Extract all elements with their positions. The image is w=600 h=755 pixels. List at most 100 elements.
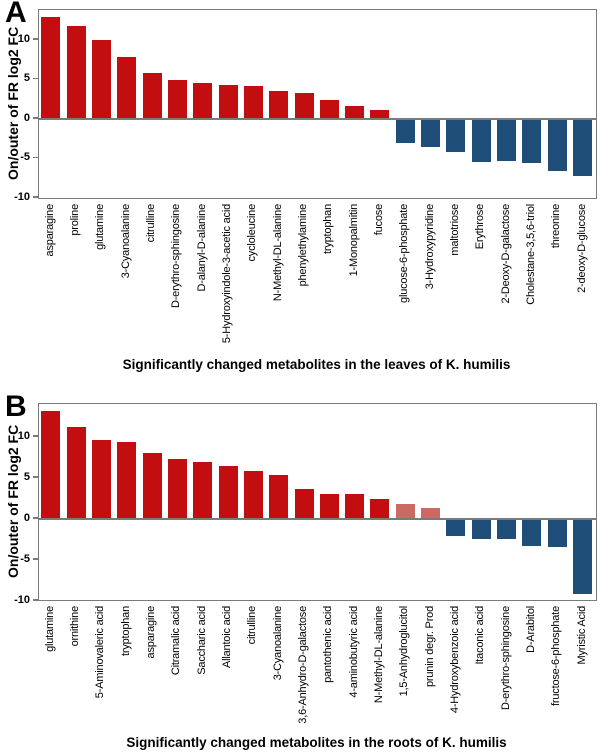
bar [243, 470, 263, 519]
y-tick-mark [33, 38, 38, 40]
bar [522, 519, 542, 547]
bar [193, 82, 213, 119]
bar [91, 440, 111, 519]
bar [522, 119, 542, 164]
bar-label: D-erythro-sphingosine [499, 606, 512, 711]
plot-area [38, 9, 597, 199]
y-tick-mark [33, 156, 38, 159]
chart-caption: Significantly changed metabolites in the… [122, 357, 511, 372]
bar-label: pantothenic acid [322, 606, 335, 683]
bar-label: D-Arabitol [524, 606, 537, 653]
panel-letter: A [5, 0, 27, 29]
bar [573, 119, 593, 176]
bar [471, 519, 491, 539]
bar-label: 5-Hydroxyindole-3-acetic acid [221, 204, 234, 344]
bar [294, 92, 314, 119]
bar [243, 85, 263, 119]
bar-label: tryptophan [119, 606, 132, 656]
y-tick-mark [33, 558, 38, 560]
y-tick-mark [33, 196, 38, 198]
zero-axis-line [39, 118, 596, 120]
y-tick-label: 10 [17, 429, 30, 442]
bar [345, 105, 365, 119]
bar [41, 17, 61, 119]
bar [142, 452, 162, 519]
bar [319, 494, 339, 519]
bar-label: D-alanyl-D-alanine [195, 204, 208, 292]
bar [269, 474, 289, 519]
bar [573, 519, 593, 595]
bar [370, 110, 390, 119]
bar [66, 25, 86, 119]
bar [319, 100, 339, 119]
bar [446, 519, 466, 537]
bar-label: Erythrose [474, 204, 487, 250]
y-tick-label: -5 [20, 151, 30, 163]
y-tick-mark [33, 476, 38, 478]
bar [117, 441, 137, 519]
bar [547, 119, 567, 172]
bar-label: ornithine [69, 606, 82, 647]
bar-label: Citramalic acid [170, 606, 183, 676]
bar-label: Saccharic acid [195, 606, 208, 675]
bar [167, 459, 187, 519]
bar-label: 3,6-Anhydro-D-galactose [297, 606, 309, 724]
bar-label: D-erythro-sphingosine [170, 204, 183, 309]
bar-label: citrulline [246, 606, 259, 645]
y-tick-mark [33, 117, 38, 119]
bar [269, 91, 289, 119]
bar [91, 40, 111, 119]
y-tick-label: 10 [17, 32, 30, 45]
bar [167, 80, 187, 119]
y-tick-mark [33, 77, 38, 80]
bar-label: asparagine [43, 204, 56, 257]
bar-label: 3-Cyanoalanine [271, 606, 284, 681]
bar [395, 119, 415, 143]
bar-label: 2-deoxy-D-glucose [575, 204, 588, 293]
bar-label: threonine [550, 204, 563, 249]
bar [395, 504, 415, 519]
bar [345, 494, 365, 519]
y-tick-label: -10 [14, 593, 30, 606]
bar-label: 3-Hydroxypyridine [423, 204, 436, 290]
bar [218, 85, 238, 119]
y-tick-label: 5 [23, 72, 30, 84]
bar-label: glucose-6-phosphate [398, 204, 411, 303]
bar [117, 57, 137, 119]
y-tick-label: -10 [14, 190, 30, 203]
chart-caption: Significantly changed metabolites in the… [126, 735, 507, 750]
bar-label: proline [69, 204, 82, 236]
bar-label: fucose [372, 204, 385, 236]
bar-label: N-Methyl-DL-alanine [271, 204, 284, 302]
bar-label: 2-Deoxy-D-galactose [499, 204, 512, 304]
bar-label: 4-aminobutyric acid [347, 606, 360, 698]
panel-a: A On/outer of FR log2 FC Significantly c… [5, 0, 597, 372]
bar [370, 499, 390, 519]
bar-label: cycloleucine [246, 204, 259, 262]
bar-label: Allantoic acid [221, 606, 234, 669]
bar-label: 1-Monopalmitin [347, 204, 360, 277]
bar [497, 519, 517, 539]
bar [497, 119, 517, 161]
bar-label: glutamine [94, 204, 107, 250]
bar-label: prunin degr. Prod [423, 606, 436, 687]
bar [142, 73, 162, 119]
y-tick-mark [33, 599, 38, 601]
bar-label: phenylethylamine [297, 204, 309, 287]
bar [66, 427, 86, 519]
bar-label: tryptophan [322, 204, 335, 254]
bar [421, 119, 441, 147]
plot-area [38, 403, 597, 601]
zero-axis-line [39, 518, 596, 520]
y-tick-label: 0 [23, 511, 30, 524]
y-tick-label: 0 [23, 111, 30, 124]
bar [547, 519, 567, 547]
bar-label: asparagine [145, 606, 158, 659]
y-tick-label: -5 [20, 552, 30, 565]
bar-label: 3-Cyanoalanine [119, 204, 132, 279]
panel-b: B On/outer of FR log2 FC Significantly c… [0, 390, 600, 755]
bar-label: maltotriose [448, 204, 461, 256]
bar [446, 119, 466, 153]
bar-label: glutamine [43, 606, 56, 652]
bar-label: Cholestane-3,5,6-triol [524, 204, 537, 305]
